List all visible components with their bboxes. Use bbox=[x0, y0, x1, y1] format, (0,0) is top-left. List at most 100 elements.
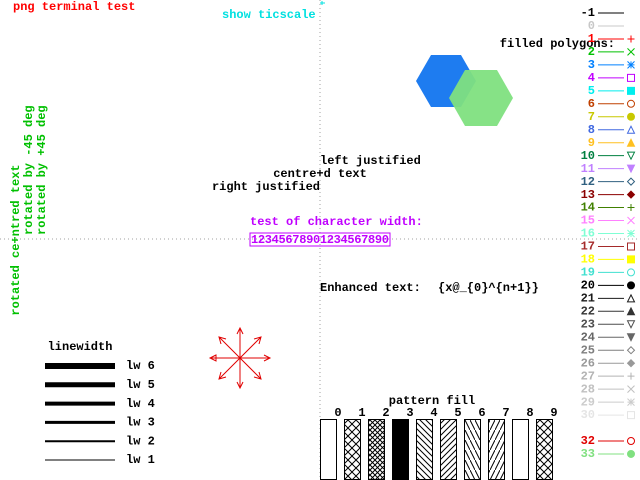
point-symbol bbox=[627, 216, 635, 225]
arrows bbox=[208, 326, 272, 390]
legend-label: 3 bbox=[588, 58, 595, 72]
pattern-box bbox=[488, 419, 505, 480]
point-symbol bbox=[626, 125, 636, 134]
pattern-box bbox=[536, 419, 553, 480]
pattern-label: 9 bbox=[550, 406, 557, 420]
pattern-label: 5 bbox=[454, 406, 461, 420]
legend-label: 22 bbox=[581, 304, 595, 318]
point-symbol bbox=[627, 99, 635, 108]
legend-label: 9 bbox=[588, 136, 595, 150]
point-symbol bbox=[627, 112, 635, 121]
point-symbol bbox=[626, 346, 636, 355]
legend-label: 25 bbox=[581, 343, 595, 357]
linewidth-label: lw 4 bbox=[126, 397, 155, 411]
legend-label: 23 bbox=[581, 317, 595, 331]
legend-label: 27 bbox=[581, 369, 595, 383]
pattern-label: 0 bbox=[334, 406, 341, 420]
legend-label: 2 bbox=[588, 45, 595, 59]
legend-label: 7 bbox=[588, 110, 595, 124]
legend-label: 6 bbox=[588, 97, 595, 111]
legend-label: 4 bbox=[588, 71, 595, 85]
point-symbol bbox=[627, 398, 635, 406]
point-symbol bbox=[627, 229, 635, 238]
legend-label: -1 bbox=[581, 6, 595, 20]
pattern-label: 2 bbox=[382, 406, 389, 420]
point-symbol bbox=[627, 281, 635, 290]
point-symbol bbox=[627, 48, 635, 56]
linewidth-label: lw 2 bbox=[126, 434, 155, 448]
legend-label: 15 bbox=[581, 214, 595, 228]
pattern-label: 3 bbox=[406, 406, 413, 420]
legend-label: 5 bbox=[588, 84, 595, 98]
pattern-box bbox=[392, 419, 409, 480]
point-symbol bbox=[627, 437, 635, 446]
point-symbol bbox=[626, 333, 636, 342]
ticscale: show ticscale bbox=[222, 8, 316, 22]
legend-label: 18 bbox=[581, 253, 595, 267]
point-symbol bbox=[626, 306, 636, 316]
char-width-box bbox=[249, 232, 391, 247]
point-symbol bbox=[626, 190, 636, 199]
pattern-box bbox=[320, 419, 337, 480]
legend-label: 29 bbox=[581, 395, 595, 409]
legend-label: 19 bbox=[581, 266, 595, 280]
point-symbol bbox=[626, 293, 636, 303]
pattern-box bbox=[416, 419, 433, 480]
point-symbol bbox=[627, 385, 635, 393]
legend-label: 33 bbox=[581, 447, 595, 461]
right-justified: right justified bbox=[212, 180, 320, 194]
polygons-title: filled polygons: bbox=[500, 37, 615, 51]
legend-label: 20 bbox=[581, 279, 595, 293]
rotated-plus45: rotated by +45 deg bbox=[35, 105, 49, 235]
char-width-digits: 12345678901234567890 bbox=[251, 233, 389, 247]
point-symbol bbox=[627, 372, 635, 380]
pattern-box bbox=[368, 419, 385, 480]
legend-label: 16 bbox=[581, 227, 595, 241]
enhanced-text: {x@_{0}^{n+1}} bbox=[438, 281, 539, 295]
left-justified: left justified bbox=[320, 154, 421, 168]
legend-label: 10 bbox=[581, 149, 595, 163]
point-symbol bbox=[627, 255, 635, 264]
pattern-label: 6 bbox=[478, 406, 485, 420]
linewidth-label: lw 5 bbox=[126, 378, 155, 392]
pattern-label: 8 bbox=[526, 406, 533, 420]
pattern-label: 4 bbox=[430, 406, 437, 420]
legend-label: 30 bbox=[581, 408, 595, 422]
legend-label: 28 bbox=[581, 382, 595, 396]
point-symbol bbox=[627, 86, 635, 95]
legend-label: 11 bbox=[581, 162, 595, 176]
legend-label: 32 bbox=[581, 434, 595, 448]
point-symbol bbox=[627, 61, 635, 69]
legend-label: 1 bbox=[588, 32, 595, 46]
pattern-label: 1 bbox=[358, 406, 365, 420]
linewidth-label: lw 3 bbox=[126, 416, 155, 430]
rotated-minus45: rotated by -45 deg bbox=[22, 105, 36, 235]
char-width-title: test of character width: bbox=[250, 215, 423, 229]
rotated-centred: rotated ce+ntred text bbox=[9, 164, 23, 315]
legend-label: 0 bbox=[588, 19, 595, 33]
linewidth-label: lw 6 bbox=[126, 359, 155, 373]
pattern-box bbox=[344, 419, 361, 480]
point-symbol bbox=[627, 242, 635, 251]
pattern-box bbox=[512, 419, 529, 480]
point-symbol bbox=[626, 138, 636, 147]
pattern-box bbox=[464, 419, 481, 480]
point-symbol bbox=[627, 449, 635, 458]
point-symbol bbox=[627, 204, 635, 212]
legend-label: 21 bbox=[581, 292, 595, 306]
legend-label: 24 bbox=[581, 330, 595, 344]
linewidth-label: lw 1 bbox=[126, 453, 155, 467]
hexagon bbox=[449, 70, 513, 126]
point-symbol bbox=[627, 73, 635, 82]
legend-label: 17 bbox=[581, 240, 595, 254]
centre-text: centre+d text bbox=[273, 167, 367, 181]
linewidth-title: linewidth bbox=[48, 340, 113, 354]
point-symbol bbox=[627, 35, 635, 43]
point-symbol bbox=[626, 151, 636, 161]
point-symbol bbox=[626, 358, 636, 368]
pattern-title: pattern fill bbox=[389, 394, 475, 408]
point-symbol bbox=[626, 320, 636, 329]
enhanced-label: Enhanced text: bbox=[320, 281, 421, 295]
